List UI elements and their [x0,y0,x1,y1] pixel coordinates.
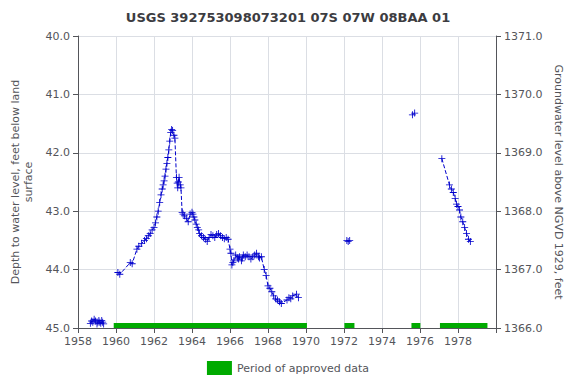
svg-text:1972: 1972 [330,335,358,348]
svg-text:surface: surface [22,161,35,202]
svg-text:1371.0: 1371.0 [504,30,543,43]
svg-text:44.0: 44.0 [46,263,71,276]
svg-text:Period of approved data: Period of approved data [237,362,369,375]
svg-text:1368.0: 1368.0 [504,205,543,218]
svg-text:1978: 1978 [444,335,472,348]
svg-text:1974: 1974 [368,335,396,348]
svg-text:1970: 1970 [292,335,320,348]
svg-text:1964: 1964 [178,335,206,348]
svg-text:1960: 1960 [102,335,130,348]
svg-text:Groundwater level above NGVD 1: Groundwater level above NGVD 1929, feet [552,64,565,300]
svg-text:1958: 1958 [64,335,92,348]
svg-text:43.0: 43.0 [46,205,71,218]
svg-text:1367.0: 1367.0 [504,263,543,276]
svg-text:40.0: 40.0 [46,30,71,43]
svg-text:45.0: 45.0 [46,322,71,335]
svg-text:41.0: 41.0 [46,88,71,101]
svg-text:1968: 1968 [254,335,282,348]
svg-text:1370.0: 1370.0 [504,88,543,101]
svg-text:1366.0: 1366.0 [504,322,543,335]
svg-text:USGS 392753098073201 07S 07W 0: USGS 392753098073201 07S 07W 08BAA 01 [126,10,450,25]
svg-text:1976: 1976 [406,335,434,348]
svg-text:Depth to water level, feet bel: Depth to water level, feet below land [9,80,22,285]
svg-text:1966: 1966 [216,335,244,348]
svg-text:1962: 1962 [140,335,168,348]
svg-text:1369.0: 1369.0 [504,146,543,159]
svg-text:42.0: 42.0 [46,146,71,159]
